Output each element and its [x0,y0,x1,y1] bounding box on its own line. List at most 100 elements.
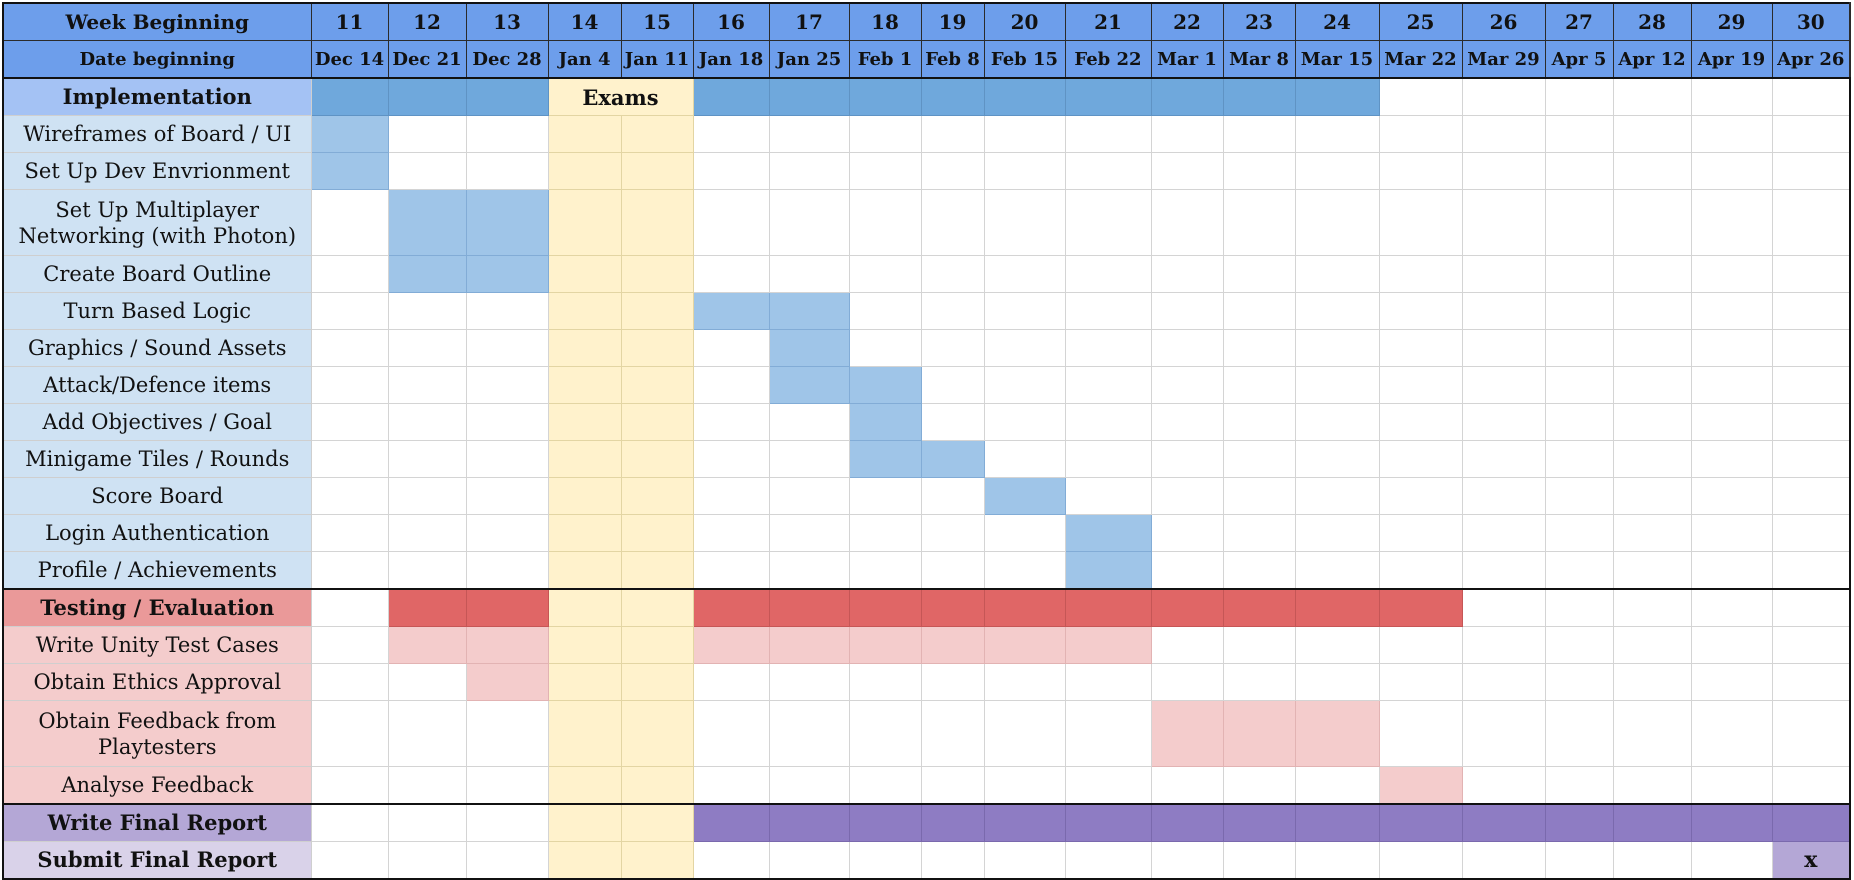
empty-cell [387,803,467,842]
empty-cell [768,841,850,880]
empty-cell [1064,440,1152,478]
exam-period-cell [547,551,622,590]
gantt-bar-cell [1064,514,1152,552]
empty-cell [1690,152,1773,190]
empty-cell [465,551,549,590]
empty-cell [1294,255,1380,293]
exams-period-label: Exams [547,77,694,116]
empty-cell [310,841,389,880]
empty-cell [1612,152,1692,190]
date-beginning-label: Date beginning [2,40,312,79]
empty-cell [1612,663,1692,701]
empty-cell [465,329,549,367]
empty-cell [1612,189,1692,256]
empty-cell [1150,440,1224,478]
task-row: Set Up Multiplayer Networking (with Phot… [2,189,1851,256]
empty-cell [983,663,1066,701]
empty-cell [920,700,985,767]
gantt-bar-cell [848,803,922,842]
empty-cell [1222,841,1296,880]
task-label: Set Up Dev Envrionment [2,152,312,190]
empty-cell [1690,477,1773,515]
exam-period-cell [547,115,622,153]
empty-cell [1150,189,1224,256]
task-label: Write Unity Test Cases [2,626,312,664]
exam-period-cell [547,329,622,367]
task-label: Graphics / Sound Assets [2,329,312,367]
task-row: Create Board Outline [2,255,1851,293]
empty-cell [1222,551,1296,590]
empty-cell [692,477,770,515]
empty-cell [1690,440,1773,478]
gantt-bar-cell [1378,588,1463,627]
empty-cell [310,366,389,404]
empty-cell [310,292,389,330]
empty-cell [387,440,467,478]
exam-period-cell [620,292,694,330]
empty-cell [1544,477,1614,515]
empty-cell [848,766,922,805]
empty-cell [1461,766,1546,805]
empty-cell [465,514,549,552]
week-date-cell: Apr 12 [1612,40,1692,79]
week-date-cell: Apr 19 [1690,40,1773,79]
gantt-bar-cell [920,440,985,478]
empty-cell [692,366,770,404]
empty-cell [1544,366,1614,404]
empty-cell [1222,255,1296,293]
task-label: Obtain Feedback from Playtesters [2,700,312,767]
task-row: Add Objectives / Goal [2,403,1851,441]
exam-period-cell [547,189,622,256]
empty-cell [1150,551,1224,590]
empty-cell [768,189,850,256]
week-date-cell: Apr 5 [1544,40,1614,79]
empty-cell [768,663,850,701]
empty-cell [1771,700,1851,767]
empty-cell [1544,255,1614,293]
empty-cell [692,255,770,293]
exam-period-cell [620,115,694,153]
empty-cell [1690,255,1773,293]
empty-cell [465,841,549,880]
empty-cell [1222,329,1296,367]
empty-cell [983,766,1066,805]
exam-period-cell [620,700,694,767]
exam-period-cell [620,477,694,515]
empty-cell [1378,366,1463,404]
empty-cell [1150,152,1224,190]
empty-cell [1378,189,1463,256]
empty-cell [1612,255,1692,293]
empty-cell [768,766,850,805]
week-number-cell: 13 [465,2,549,41]
empty-cell [465,803,549,842]
empty-cell [1222,440,1296,478]
week-number-cell: 25 [1378,2,1463,41]
empty-cell [1150,841,1224,880]
empty-cell [1150,403,1224,441]
empty-cell [1690,189,1773,256]
empty-cell [848,514,922,552]
gantt-bar-cell [1378,766,1463,805]
week-date-cell: Feb 15 [983,40,1066,79]
empty-cell [1222,189,1296,256]
gantt-bar-cell [387,189,467,256]
task-label: Create Board Outline [2,255,312,293]
empty-cell [692,841,770,880]
empty-cell [1222,403,1296,441]
gantt-bar-cell [848,588,922,627]
week-date-cell: Mar 15 [1294,40,1380,79]
exam-period-cell [547,841,622,880]
empty-cell [1461,663,1546,701]
empty-cell [1222,366,1296,404]
gantt-bar-cell [1222,803,1296,842]
empty-cell [1064,663,1152,701]
empty-cell [1771,329,1851,367]
task-row: Graphics / Sound Assets [2,329,1851,367]
gantt-bar-cell [692,803,770,842]
week-date-cell: Apr 26 [1771,40,1851,79]
week-number-cell: 21 [1064,2,1152,41]
empty-cell [1690,700,1773,767]
task-label: Add Objectives / Goal [2,403,312,441]
empty-cell [920,152,985,190]
task-row: Login Authentication [2,514,1851,552]
